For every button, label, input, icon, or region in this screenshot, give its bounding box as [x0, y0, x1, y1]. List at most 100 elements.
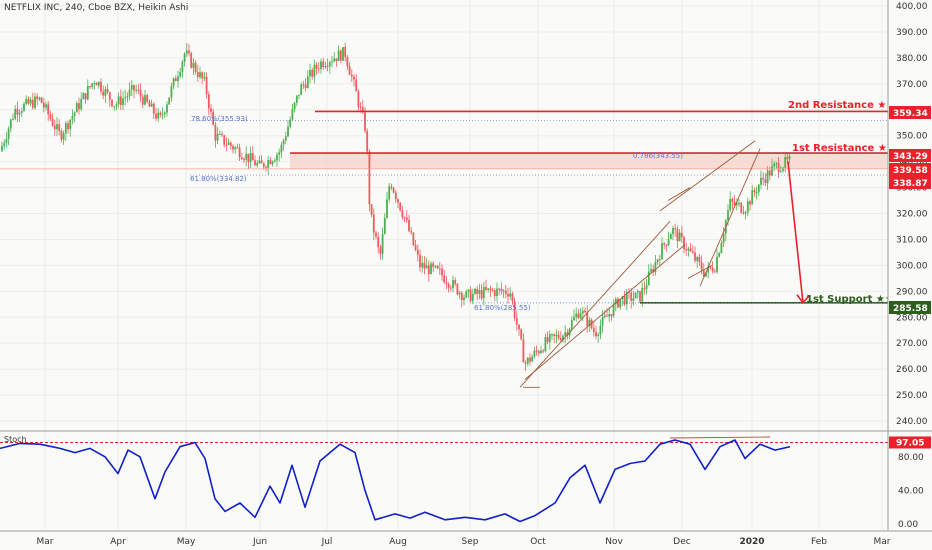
candle-body — [359, 106, 362, 108]
candle-body — [674, 228, 677, 230]
candle-body — [443, 275, 446, 283]
time-tick-label: Aug — [389, 537, 407, 547]
candle-body — [375, 232, 377, 237]
candle-body — [86, 86, 89, 100]
candle-body — [742, 212, 745, 214]
candle-body — [533, 350, 536, 357]
candle-body — [669, 234, 672, 240]
candle-body — [170, 86, 173, 98]
candle-body — [625, 292, 628, 305]
candle-body — [227, 142, 230, 145]
candle-body — [179, 71, 182, 77]
candle-body — [128, 89, 131, 97]
candle-body — [214, 124, 217, 141]
stoch-series-line — [0, 439, 791, 523]
candle-body — [544, 337, 547, 352]
price-tag-label: 343.29 — [893, 152, 928, 162]
candle-body — [553, 334, 556, 337]
candle-body — [639, 291, 641, 302]
candle-body — [548, 334, 551, 343]
candle-body — [16, 108, 19, 115]
candle-body — [278, 152, 281, 155]
candle-body — [603, 315, 606, 317]
candle-body — [632, 298, 635, 301]
candle-body — [289, 119, 292, 127]
candle-body — [212, 111, 215, 125]
candle-body — [196, 72, 199, 78]
candle-body — [654, 261, 657, 272]
candle-body — [650, 269, 652, 272]
price-tag-label: 338.87 — [893, 179, 928, 189]
candle-body — [67, 123, 69, 130]
candle-body — [584, 310, 586, 313]
candle-body — [139, 89, 142, 97]
candle-body — [236, 147, 239, 149]
price-tag — [889, 176, 931, 189]
candle-body — [636, 291, 639, 293]
candle-body — [113, 106, 116, 108]
candle-body — [355, 79, 358, 92]
candle-body — [157, 112, 160, 119]
candle-body — [260, 160, 263, 164]
candle-body — [777, 163, 780, 172]
candle-body — [522, 339, 525, 363]
stoch-tag — [889, 436, 931, 449]
candle-body — [339, 50, 342, 61]
candle-body — [100, 81, 102, 92]
candle-body — [757, 184, 760, 193]
candle-body — [513, 301, 516, 318]
candle-body — [232, 146, 234, 150]
candle-body — [56, 124, 58, 130]
candle-body — [295, 95, 298, 103]
candle-body — [60, 131, 63, 140]
candle-body — [342, 47, 344, 61]
candle-body — [388, 186, 391, 200]
candle-body — [694, 252, 696, 261]
candle-body — [705, 272, 707, 277]
candle-body — [18, 112, 21, 115]
candle-body — [386, 199, 388, 218]
candle-body — [315, 65, 318, 69]
candle-body — [245, 153, 248, 160]
candle-body — [51, 118, 54, 126]
candle-body — [588, 319, 591, 326]
candle-body — [364, 112, 366, 131]
candle-body — [658, 259, 661, 261]
time-tick-label: Mar — [37, 537, 54, 547]
candle-body — [663, 243, 666, 245]
candle-body — [293, 102, 296, 110]
candle-body — [496, 288, 498, 296]
candle-body — [509, 293, 512, 297]
price-tick-label: 280.00 — [896, 313, 928, 323]
candle-body — [606, 315, 608, 317]
chart-title: NETFLIX INC, 240, Cboe BZX, Heikin Ashi — [4, 3, 189, 13]
candle-body — [73, 112, 76, 117]
candle-body — [152, 103, 155, 114]
candle-body — [414, 245, 417, 250]
candle-body — [102, 91, 105, 96]
candle-body — [680, 232, 683, 238]
candle-body — [661, 243, 663, 260]
candle-body — [716, 256, 718, 272]
candle-body — [520, 329, 523, 340]
candle-body — [614, 298, 617, 305]
candle-body — [240, 157, 243, 160]
candle-body — [141, 96, 144, 105]
candle-body — [729, 198, 732, 211]
candle-body — [707, 266, 710, 273]
trend-line — [667, 187, 691, 201]
fib-label: 0.786(343.55) — [633, 152, 683, 160]
candle-body — [218, 133, 221, 135]
candle-body — [526, 357, 529, 364]
candle-body — [34, 96, 36, 108]
candle-body — [489, 288, 492, 291]
candle-body — [9, 119, 12, 129]
candle-body — [29, 99, 32, 104]
candle-body — [78, 103, 80, 110]
candle-body — [225, 144, 228, 146]
candle-body — [320, 61, 322, 69]
candle-body — [608, 314, 611, 317]
candle-body — [93, 83, 96, 85]
time-tick-label: Nov — [605, 537, 623, 547]
price-tick-label: 400.00 — [896, 2, 928, 12]
